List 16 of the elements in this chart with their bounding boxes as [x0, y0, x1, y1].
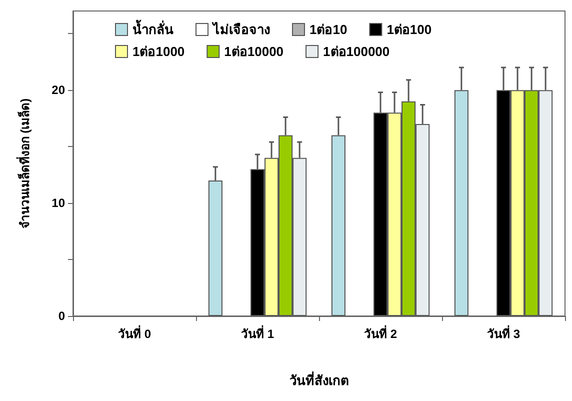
x-tick-label: วันที่ 2: [364, 325, 398, 341]
legend-label: 1ต่อ10000: [224, 44, 284, 59]
legend-label: น้ำกลั่น: [132, 19, 174, 37]
legend-label: 1ต่อ100: [386, 22, 432, 37]
legend-label: 1ต่อ100000: [323, 44, 390, 59]
x-axis-title: วันที่สังเกต: [290, 371, 348, 388]
legend-label: 1ต่อ10: [310, 22, 348, 37]
legend-label: 1ต่อ1000: [132, 44, 185, 59]
x-tick-label: วันที่ 0: [118, 325, 152, 341]
x-tick-label: วันที่ 1: [240, 325, 274, 341]
y-tick-label: 10: [52, 196, 66, 210]
y-tick-label: 0: [58, 309, 66, 323]
y-axis-title: จำนวนเมล็ดที่งอก (เมล็ด): [16, 98, 32, 229]
legend-label: ไม่เจือจาง: [211, 21, 270, 37]
y-tick-label: 20: [52, 83, 66, 98]
x-tick-label: วันที่ 3: [486, 325, 520, 341]
